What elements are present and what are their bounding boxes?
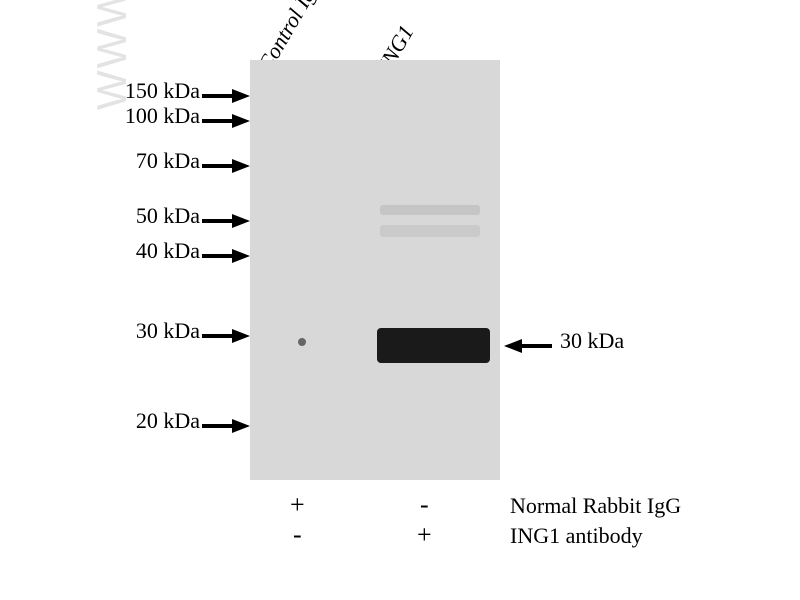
lane2-row2-symbol: + (417, 520, 432, 550)
arrow-marker-50 (232, 214, 250, 228)
arrow-marker-20 (232, 419, 250, 433)
marker-50: 50 kDa (70, 203, 200, 229)
faint-band-lower (380, 225, 480, 237)
marker-100: 100 kDa (70, 103, 200, 129)
marker-40: 40 kDa (70, 238, 200, 264)
legend-ing1-antibody: ING1 antibody (510, 523, 643, 549)
legend-normal-igg: Normal Rabbit IgG (510, 493, 681, 519)
arrow-marker-100 (232, 114, 250, 128)
lane1-row2-symbol: - (293, 520, 302, 550)
western-blot-figure: WWW.PTGLAB.COM Control IgG ING1 150 kDa … (0, 0, 800, 600)
arrow-marker-70 (232, 159, 250, 173)
artifact-dot (298, 338, 306, 346)
detected-band-label: 30 kDa (560, 328, 624, 354)
marker-30: 30 kDa (70, 318, 200, 344)
marker-20: 20 kDa (70, 408, 200, 434)
blot-membrane (250, 60, 500, 480)
marker-150: 150 kDa (70, 78, 200, 104)
arrow-marker-150 (232, 89, 250, 103)
arrow-detected-band (504, 339, 522, 353)
lane2-row1-symbol: - (420, 490, 429, 520)
main-band-ing1 (377, 328, 490, 363)
faint-band-upper (380, 205, 480, 215)
arrow-marker-40 (232, 249, 250, 263)
arrow-marker-30 (232, 329, 250, 343)
marker-70: 70 kDa (70, 148, 200, 174)
lane1-row1-symbol: + (290, 490, 305, 520)
